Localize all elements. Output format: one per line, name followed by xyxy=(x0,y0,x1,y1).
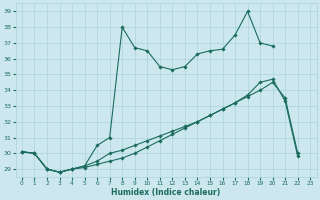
X-axis label: Humidex (Indice chaleur): Humidex (Indice chaleur) xyxy=(111,188,221,197)
